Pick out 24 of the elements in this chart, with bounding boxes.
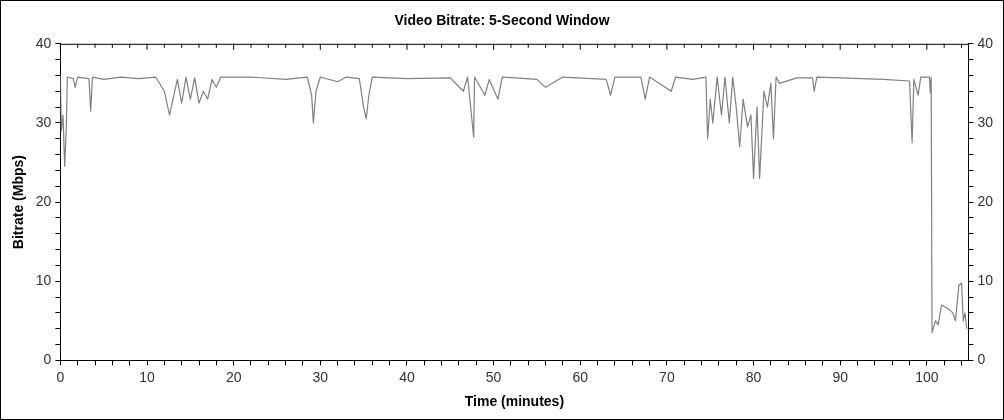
x-tick-label: 70	[659, 368, 675, 385]
y2-tick-label: 10	[977, 272, 994, 289]
x-tick-label: 50	[485, 368, 502, 385]
x-tick-label: 30	[312, 368, 329, 385]
x-tick-label: 0	[56, 368, 65, 385]
y-tick-label: 10	[35, 272, 52, 289]
x-tick-label: 20	[225, 368, 242, 385]
y-tick-label: 40	[35, 34, 52, 51]
x-tick-label: 100	[915, 368, 939, 385]
y2-tick-label: 40	[977, 34, 994, 51]
y-tick-label: 0	[43, 351, 52, 368]
x-tick-label: 90	[832, 368, 849, 385]
x-tick-label: 40	[399, 368, 415, 385]
y-tick-label: 30	[35, 113, 52, 130]
y2-tick-label: 0	[977, 351, 986, 368]
x-tick-label: 60	[572, 368, 589, 385]
chart-title: Video Bitrate: 5-Second Window	[394, 12, 610, 29]
x-tick-label: 80	[745, 368, 762, 385]
y-tick-label: 20	[35, 192, 52, 209]
x-tick-label: 10	[139, 368, 156, 385]
y2-tick-label: 20	[977, 192, 994, 209]
x-axis-title: Time (minutes)	[464, 393, 565, 410]
y-axis-title: Bitrate (Mbps)	[10, 155, 27, 250]
y2-tick-label: 30	[977, 113, 994, 130]
